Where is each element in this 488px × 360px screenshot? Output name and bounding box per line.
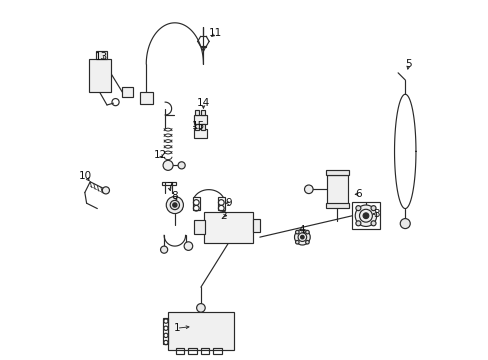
Text: 2: 2 — [219, 211, 226, 221]
Bar — [193, 115, 207, 123]
Bar — [325, 170, 348, 175]
Text: 4: 4 — [298, 225, 305, 235]
Circle shape — [196, 303, 205, 312]
Bar — [193, 220, 205, 234]
Text: 5: 5 — [405, 59, 411, 69]
Circle shape — [355, 206, 360, 211]
Bar — [192, 197, 200, 210]
Circle shape — [300, 235, 304, 239]
Bar — [217, 197, 224, 210]
Bar — [96, 51, 107, 59]
Circle shape — [160, 246, 167, 253]
Text: 10: 10 — [79, 171, 92, 181]
Circle shape — [166, 197, 183, 213]
Circle shape — [304, 185, 312, 194]
Bar — [176, 348, 184, 354]
Text: 11: 11 — [209, 28, 222, 38]
Text: 12: 12 — [154, 150, 167, 160]
Text: 7: 7 — [166, 182, 172, 192]
Bar — [201, 124, 205, 130]
Bar — [89, 59, 110, 93]
Bar — [201, 348, 209, 354]
Circle shape — [170, 201, 179, 210]
Bar — [167, 312, 233, 350]
Text: 1: 1 — [173, 323, 180, 333]
Text: 15: 15 — [191, 121, 204, 131]
Circle shape — [102, 187, 109, 194]
Text: 6: 6 — [355, 189, 362, 199]
Bar — [325, 203, 348, 208]
Bar — [195, 124, 199, 130]
Bar — [195, 110, 199, 115]
Circle shape — [354, 205, 376, 226]
Bar — [352, 202, 379, 229]
Bar — [326, 175, 347, 204]
Circle shape — [294, 229, 309, 245]
Circle shape — [184, 242, 192, 250]
Bar — [201, 110, 205, 115]
Circle shape — [370, 221, 375, 226]
Circle shape — [305, 240, 308, 244]
Text: 13: 13 — [95, 52, 108, 62]
Bar — [193, 129, 207, 138]
Circle shape — [370, 206, 375, 211]
Circle shape — [305, 230, 308, 234]
Text: 9: 9 — [224, 198, 231, 208]
Circle shape — [355, 221, 360, 226]
Circle shape — [295, 240, 299, 244]
Circle shape — [172, 203, 177, 207]
Bar — [140, 93, 152, 104]
Bar — [122, 87, 133, 97]
Text: 3: 3 — [373, 209, 379, 219]
Bar — [162, 182, 176, 185]
Text: 14: 14 — [196, 98, 210, 108]
Circle shape — [178, 162, 185, 169]
Circle shape — [363, 213, 368, 219]
Bar — [213, 348, 222, 354]
Bar — [188, 348, 197, 354]
Circle shape — [163, 160, 173, 170]
Circle shape — [400, 219, 409, 229]
Bar — [204, 212, 252, 243]
Bar — [252, 219, 259, 232]
Circle shape — [295, 230, 299, 234]
Text: 8: 8 — [171, 191, 178, 201]
Bar — [163, 318, 168, 344]
